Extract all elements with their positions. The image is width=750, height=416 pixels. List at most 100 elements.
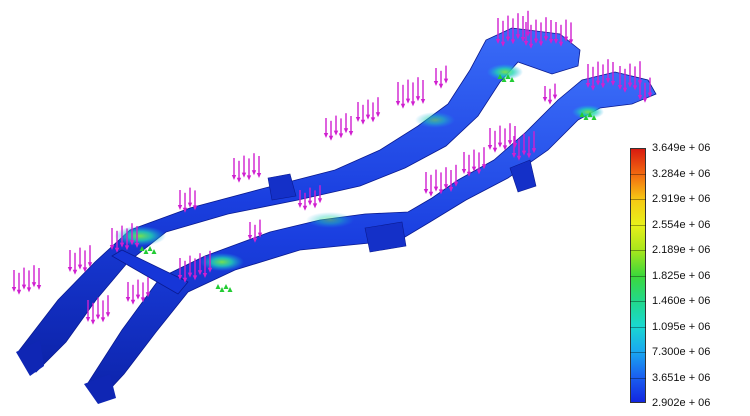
load-arrowhead xyxy=(433,186,439,192)
load-arrowhead xyxy=(187,202,193,208)
load-arrowhead xyxy=(95,314,101,320)
legend-label: 2.919e + 06 xyxy=(652,193,711,205)
load-arrowhead xyxy=(338,133,344,139)
load-arrowhead xyxy=(360,119,366,125)
load-arrowhead xyxy=(466,171,472,177)
load-arrowhead xyxy=(528,43,534,49)
load-arrowhead xyxy=(617,85,623,90)
load-arrowhead xyxy=(637,95,643,100)
load-arrowhead xyxy=(312,203,318,209)
load-arrowhead xyxy=(510,39,516,45)
load-arrowhead xyxy=(333,130,339,136)
constraint-marker xyxy=(139,246,145,251)
load-arrowhead xyxy=(302,205,308,211)
constraint-marker xyxy=(227,287,233,292)
load-arrowhead xyxy=(236,177,242,183)
upper-rail-rear-end xyxy=(16,340,44,376)
legend-tick xyxy=(630,301,646,302)
load-arrowhead xyxy=(627,82,633,88)
load-arrowhead xyxy=(502,145,508,151)
load-arrowhead xyxy=(36,285,42,290)
legend-color-bar xyxy=(630,148,646,403)
load-arrowhead xyxy=(511,153,517,158)
load-arrowhead xyxy=(207,267,213,273)
constraint-marker xyxy=(143,249,149,254)
load-arrowhead xyxy=(585,83,591,88)
load-arrowhead xyxy=(600,83,606,89)
load-arrowhead xyxy=(370,117,376,123)
legend-label: 3.649e + 06 xyxy=(652,142,711,154)
load-arrowhead xyxy=(192,275,198,281)
load-arrowhead xyxy=(187,272,193,278)
load-arrowhead xyxy=(114,247,120,253)
load-arrowhead xyxy=(109,245,115,250)
load-arrowhead xyxy=(542,97,548,102)
load-arrowhead xyxy=(647,92,653,98)
load-arrowhead xyxy=(481,164,487,170)
load-arrowhead xyxy=(595,80,601,86)
load-arrowhead xyxy=(11,287,17,292)
load-arrowhead xyxy=(130,299,136,305)
load-arrowhead xyxy=(547,99,553,105)
constraint-marker xyxy=(497,74,503,79)
load-arrowhead xyxy=(182,277,188,283)
load-arrowhead xyxy=(516,155,522,161)
load-arrowhead xyxy=(241,172,247,178)
constraint-markers xyxy=(139,74,597,292)
load-arrowhead xyxy=(16,289,22,295)
load-arrowhead xyxy=(410,101,416,107)
load-arrowhead xyxy=(523,41,529,46)
load-arrowhead xyxy=(365,114,371,120)
load-arrowhead xyxy=(317,198,323,204)
load-arrowhead xyxy=(461,169,467,174)
load-arrowhead xyxy=(328,135,334,141)
chassis-frame[interactable] xyxy=(16,27,657,404)
load-arrowhead xyxy=(145,292,151,298)
load-arrowhead xyxy=(119,242,125,248)
legend-tick xyxy=(630,250,646,251)
load-arrowhead xyxy=(31,282,37,288)
load-arrowhead xyxy=(343,128,349,134)
load-arrowhead xyxy=(553,39,559,44)
load-arrowhead xyxy=(348,131,354,136)
load-arrowhead xyxy=(90,319,96,325)
load-arrowhead xyxy=(323,133,329,138)
load-arrowhead xyxy=(505,36,511,42)
legend-tick xyxy=(630,173,646,175)
load-arrowhead xyxy=(500,41,506,47)
stress-hotspot xyxy=(487,64,523,80)
constraint-marker xyxy=(591,115,597,120)
load-arrowhead xyxy=(231,175,237,180)
legend-tick xyxy=(630,377,646,379)
load-arrowhead xyxy=(438,83,444,89)
legend-label: 1.460e + 06 xyxy=(652,295,711,307)
load-arrowhead xyxy=(568,39,574,45)
load-arrowhead xyxy=(192,205,198,211)
bracket-lower-hanger xyxy=(509,159,537,193)
load-arrowhead xyxy=(428,191,434,197)
load-arrowhead xyxy=(552,94,558,100)
load-arrowhead xyxy=(642,97,648,103)
constraint-marker xyxy=(509,77,515,82)
load-arrowhead xyxy=(400,103,406,109)
load-arrowhead xyxy=(525,31,531,37)
load-arrowhead xyxy=(87,262,93,268)
load-arrowhead xyxy=(105,312,111,318)
constraint-marker xyxy=(587,112,593,117)
load-arrowhead xyxy=(297,203,303,208)
load-arrowhead xyxy=(543,36,549,42)
bracket-lower-mid xyxy=(364,221,407,253)
load-arrowhead xyxy=(405,98,411,104)
load-arrowhead xyxy=(246,175,252,181)
legend-tick xyxy=(630,326,646,328)
legend-label: 2.554e + 06 xyxy=(652,218,711,231)
load-arrowhead xyxy=(538,41,544,47)
legend-tick xyxy=(630,275,646,277)
load-arrowhead xyxy=(453,181,459,187)
stress-legend: 3.649e + 06 3.284e + 06 2.919e + 06 2.554e … xyxy=(630,142,748,409)
load-arrowhead xyxy=(135,294,141,300)
constraint-marker xyxy=(147,246,153,251)
stress-hotspot xyxy=(200,253,244,271)
load-arrowhead xyxy=(558,41,564,47)
